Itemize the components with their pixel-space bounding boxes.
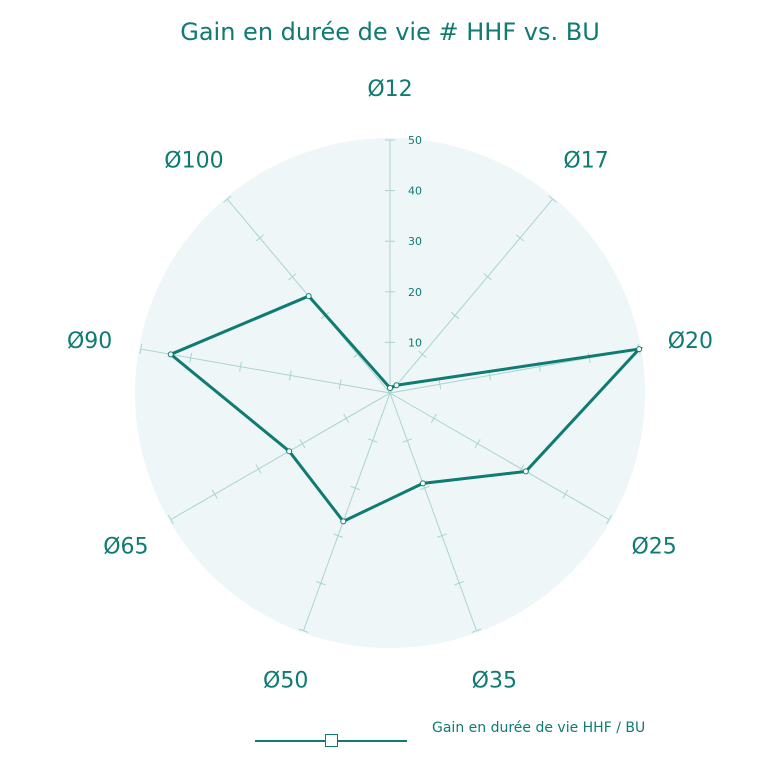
data-point [305,293,312,300]
category-label: Ø12 [367,77,412,102]
spoke-tick [606,514,613,525]
spoke-tick [402,438,413,443]
data-point [393,382,400,389]
spoke-tick [167,514,174,525]
radial-tick-label: 20 [408,286,422,299]
spoke-tick [474,439,481,449]
spoke-tick [515,234,525,242]
spoke-tick [298,628,309,633]
spoke-tick [338,379,342,390]
spoke-tick [288,273,297,281]
legend-series-marker [325,734,338,747]
spoke-tick [350,485,361,491]
category-label: Ø65 [103,535,148,560]
spoke-tick [139,344,143,355]
spoke-tick [315,581,326,586]
spoke-tick [471,628,482,633]
category-label: Ø17 [563,148,608,173]
data-point [167,351,174,358]
spoke-6 [302,392,391,631]
radial-tick-label: 50 [408,134,422,147]
data-point [419,480,426,487]
spoke-tick [343,413,350,423]
series-line-1 [167,294,644,524]
category-label: Ø35 [472,669,517,694]
spoke-tick [333,533,343,538]
spoke-tick [438,379,442,390]
spoke-tick [288,370,292,381]
spoke-tick [299,439,306,449]
category-label: Ø50 [263,669,308,694]
radial-tick-label: 40 [408,185,422,198]
spoke-tick [450,311,460,320]
spoke-tick [562,489,569,499]
chart-title: Gain en durée de vie # HHF vs. BU [180,18,600,46]
spoke-7 [170,392,391,520]
radial-tick-label: 30 [408,235,422,248]
legend[interactable]: Gain en durée de vie HHF / BU [255,716,675,766]
spoke-tick [437,533,447,538]
spoke-tick [454,581,465,586]
spoke-tick [211,489,218,499]
category-label: Ø90 [67,329,112,354]
spoke-8 [140,348,391,394]
spoke-tick [367,438,378,443]
radial-tick-label: 10 [408,336,422,349]
spoke-2 [389,198,554,394]
data-point [387,384,393,391]
spoke-tick [223,195,232,203]
spoke-5 [389,392,478,631]
spoke-tick [419,485,430,491]
data-point [522,468,529,475]
data-point [340,518,347,525]
spoke-tick [418,350,427,358]
legend-series-label: Gain en durée de vie HHF / BU [432,720,646,736]
spoke-tick [255,234,265,242]
category-label: Ø100 [164,148,223,173]
spoke-tick [430,413,437,423]
category-label: Ø25 [631,535,676,560]
data-point [636,346,643,353]
spoke-tick [255,464,262,474]
spoke-4 [389,392,610,520]
data-point [286,448,293,455]
category-label: Ø20 [668,329,713,354]
spoke-tick [239,361,242,372]
spoke-tick [548,195,557,203]
spoke-tick [483,273,492,281]
spoke-tick [189,352,193,363]
